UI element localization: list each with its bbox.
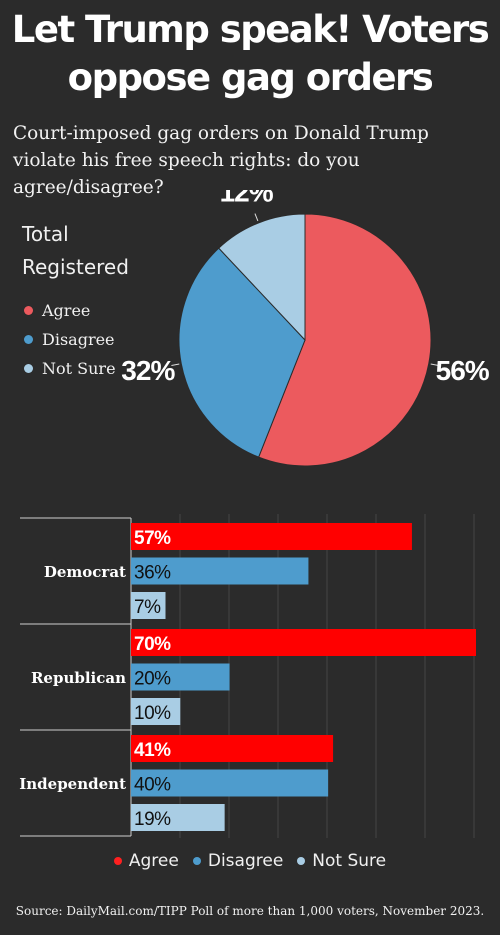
bar-label-independent-agree: 41% bbox=[134, 740, 171, 761]
bar-label-independent-disagree: 40% bbox=[134, 775, 171, 796]
category-label-democrat: Democrat bbox=[44, 563, 126, 581]
pie-chart-svg: 56% 32% 12% bbox=[121, 176, 491, 467]
bar-independent-not-sure bbox=[131, 804, 225, 831]
not-sure-dot-icon bbox=[24, 364, 33, 373]
pie-tick-agree bbox=[430, 363, 439, 366]
source-note: Source: DailyMail.com/TIPP Poll of more … bbox=[15, 904, 485, 918]
agree-legend-dot-icon bbox=[113, 857, 122, 865]
pie-slice-disagree bbox=[178, 247, 306, 458]
bar-legend-item-disagree: Disagree bbox=[192, 851, 284, 871]
title-line-1: Let Trump speak! Voters bbox=[11, 8, 490, 51]
bar-label-republican-not-sure: 10% bbox=[134, 703, 171, 724]
agree-dot-icon bbox=[24, 306, 33, 315]
pie-slice-not-sure bbox=[218, 213, 306, 342]
pie-tick-not-sure bbox=[254, 213, 259, 222]
pie-legend-heading-line-1: Total bbox=[22, 222, 69, 246]
category-label-republican: Republican bbox=[31, 669, 126, 687]
pie-slice-agree bbox=[257, 213, 432, 467]
bar-chart-svg: Democrat 57% 36% 7% Republican 70% 20% 10% Indep… bbox=[19, 514, 476, 838]
pie-legend-heading-line-2: Registered bbox=[22, 255, 129, 279]
disagree-dot-icon bbox=[24, 335, 33, 344]
bar-legend: Agree Disagree Not Sure bbox=[0, 851, 500, 871]
bar-democrat-not-sure bbox=[131, 592, 166, 619]
category-label-independent: Independent bbox=[19, 775, 126, 793]
bar-republican-disagree bbox=[131, 663, 230, 691]
bar-democrat-agree bbox=[131, 523, 412, 550]
bar-label-republican-agree: 70% bbox=[134, 634, 171, 655]
page-title: Let Trump speak! Voters oppose gag order… bbox=[0, 6, 500, 102]
bar-republican-not-sure bbox=[131, 698, 181, 725]
pie-chart: 56% 32% 12% bbox=[0, 176, 500, 490]
bar-legend-item-agree: Agree bbox=[113, 851, 179, 871]
bar-label-republican-disagree: 20% bbox=[134, 669, 171, 690]
bar-chart: Democrat 57% 36% 7% Republican 70% 20% 10% Indep… bbox=[0, 512, 500, 842]
bar-legend-label-not-sure: Not Sure bbox=[312, 851, 387, 871]
not-sure-legend-dot-icon bbox=[297, 857, 306, 865]
bar-label-democrat-not-sure: 7% bbox=[134, 597, 161, 618]
pie-legend: Agree Disagree Not Sure bbox=[24, 296, 116, 383]
pie-legend-item-disagree: Disagree bbox=[24, 325, 116, 354]
disagree-legend-dot-icon bbox=[192, 857, 201, 865]
bar-legend-label-agree: Agree bbox=[128, 851, 179, 871]
bar-legend-label-disagree: Disagree bbox=[207, 851, 284, 871]
pie-label-disagree: 32% bbox=[121, 355, 175, 386]
bar-independent-agree bbox=[131, 735, 334, 762]
pie-legend-item-agree: Agree bbox=[24, 296, 116, 325]
pie-tick-disagree bbox=[171, 363, 180, 366]
pie-legend-heading: Total Registered bbox=[22, 218, 129, 284]
pie-legend-label-not-sure: Not Sure bbox=[42, 359, 116, 378]
pie-label-not-sure: 12% bbox=[220, 190, 274, 207]
pie-legend-item-not-sure: Not Sure bbox=[24, 354, 116, 383]
bar-label-democrat-disagree: 36% bbox=[134, 563, 171, 584]
bar-democrat-disagree bbox=[131, 557, 309, 585]
bar-label-democrat-agree: 57% bbox=[134, 528, 171, 549]
title-line-2: oppose gag orders bbox=[67, 56, 434, 99]
bar-independent-disagree bbox=[131, 769, 329, 797]
bar-legend-item-not-sure: Not Sure bbox=[297, 851, 386, 871]
pie-label-agree: 56% bbox=[436, 355, 490, 386]
subtitle: Court-imposed gag orders on Donald Trump… bbox=[13, 123, 429, 198]
pie-legend-label-agree: Agree bbox=[42, 301, 91, 320]
pie-legend-label-disagree: Disagree bbox=[42, 330, 115, 349]
bar-republican-agree bbox=[131, 629, 476, 656]
bar-label-independent-not-sure: 19% bbox=[134, 809, 171, 830]
